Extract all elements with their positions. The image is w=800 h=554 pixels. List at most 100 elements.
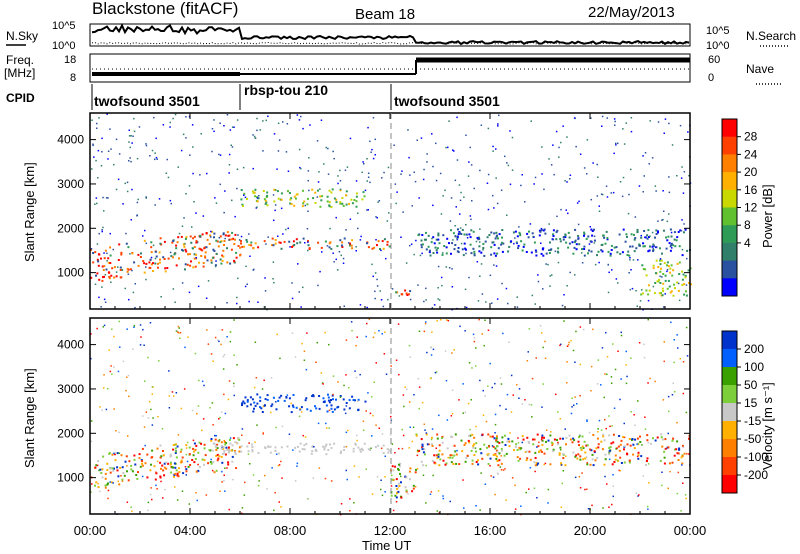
noise-cell <box>151 424 154 426</box>
scatter-cell <box>520 240 523 243</box>
scatter-cell <box>616 251 619 254</box>
noise-cell <box>94 203 96 205</box>
noise-cell <box>149 155 151 157</box>
scatter-cell <box>624 240 627 243</box>
noise-cell <box>652 243 654 246</box>
noise-cell <box>271 467 273 469</box>
noise-cell <box>118 431 120 434</box>
scatter-cell <box>583 232 586 235</box>
noise-cell <box>378 200 381 202</box>
noise-cell <box>563 320 565 322</box>
noise-cell <box>444 350 447 352</box>
scatter-cell <box>455 462 458 465</box>
scatter-cell <box>159 461 162 464</box>
noise-cell <box>644 152 647 154</box>
noise-cell <box>228 508 230 511</box>
scatter-cell <box>444 463 447 466</box>
noise-cell <box>364 189 367 192</box>
noise-cell <box>590 390 592 392</box>
noise-cell <box>557 441 559 444</box>
scatter-cell <box>199 234 202 237</box>
noise-cell <box>663 210 665 212</box>
noise-cell <box>578 475 581 478</box>
scatter-cell <box>470 449 473 452</box>
scatter-cell <box>354 442 357 445</box>
scatter-cell <box>157 266 159 269</box>
scatter-cell <box>646 459 648 462</box>
scatter-cell <box>376 244 378 247</box>
noise-cell <box>473 340 476 343</box>
scatter-cell <box>646 439 649 442</box>
noise-cell <box>129 253 131 255</box>
noise-cell <box>418 197 420 199</box>
scatter-cell <box>174 447 177 450</box>
noise-cell <box>280 207 283 210</box>
scatter-cell <box>305 397 308 400</box>
noise-cell <box>187 336 189 338</box>
scatter-cell <box>274 242 277 245</box>
noise-cell <box>367 126 369 129</box>
scatter-cell <box>182 243 185 246</box>
noise-cell <box>113 452 115 455</box>
noise-cell <box>229 437 232 439</box>
nave-right-tick-bottom: 0 <box>708 72 714 84</box>
noise-cell <box>165 172 168 174</box>
noise-cell <box>573 117 576 119</box>
noise-cell <box>392 509 395 512</box>
noise-cell <box>673 361 675 364</box>
noise-cell <box>566 136 568 138</box>
scatter-cell <box>252 192 255 194</box>
noise-cell <box>620 331 622 334</box>
scatter-cell <box>362 191 365 194</box>
colorbar-cell <box>722 403 737 422</box>
noise-cell <box>241 428 244 430</box>
noise-cell <box>617 350 619 352</box>
noise-cell <box>597 176 599 178</box>
noise-cell <box>586 462 588 464</box>
noise-cell <box>402 434 405 437</box>
noise-cell <box>277 150 280 152</box>
noise-cell <box>625 382 628 385</box>
noise-cell <box>451 352 453 354</box>
noise-cell <box>366 306 368 309</box>
noise-cell <box>347 429 349 432</box>
scatter-cell <box>303 200 306 203</box>
noise-cell <box>185 474 187 476</box>
noise-cell <box>200 133 202 135</box>
noise-cell <box>487 454 490 456</box>
scatter-cell <box>136 477 139 480</box>
cpid-segment-1: twofsound 3501 <box>94 93 200 109</box>
noise-cell <box>272 194 275 196</box>
scatter-cell <box>206 259 209 262</box>
scatter-cell <box>261 411 264 413</box>
noise-cell <box>381 177 383 179</box>
noise-cell <box>372 414 374 417</box>
noise-cell <box>489 465 491 467</box>
noise-cell <box>345 431 348 434</box>
scatter-cell <box>565 241 568 244</box>
noise-cell <box>300 167 302 170</box>
scatter-cell <box>201 458 204 461</box>
noise-cell <box>368 318 371 321</box>
scatter-cell <box>194 448 197 451</box>
scatter-cell <box>684 274 687 277</box>
scatter-cell <box>654 236 656 239</box>
scatter-cell <box>495 231 498 234</box>
noise-cell <box>332 252 334 254</box>
noise-cell <box>133 324 136 327</box>
noise-cell <box>453 150 455 152</box>
noise-cell <box>99 490 101 493</box>
scatter-cell <box>280 446 283 449</box>
noise-cell <box>586 173 588 175</box>
scatter-cell <box>220 455 223 458</box>
scatter-cell <box>462 254 465 257</box>
noise-cell <box>682 192 685 194</box>
noise-cell <box>107 150 110 152</box>
scatter-cell <box>213 443 216 445</box>
scatter-cell <box>215 239 218 242</box>
scatter-cell <box>468 434 470 437</box>
noise-cell <box>233 126 235 128</box>
noise-cell <box>111 373 113 375</box>
noise-cell <box>549 275 551 277</box>
scatter-cell <box>204 246 206 249</box>
